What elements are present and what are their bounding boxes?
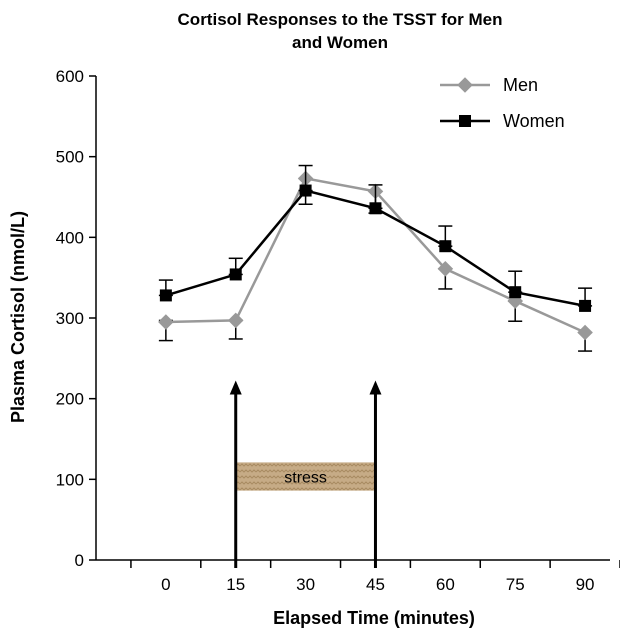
stress-arrow-head	[369, 380, 382, 395]
data-point	[369, 202, 382, 215]
data-point	[509, 286, 522, 299]
chart-title: Cortisol Responses to the TSST for Men	[178, 10, 503, 29]
stress-arrow-head	[229, 380, 242, 395]
legend-marker-men	[457, 77, 473, 93]
legend-label-women: Women	[503, 111, 565, 131]
x-tick-label: 90	[576, 575, 595, 594]
data-point	[227, 312, 244, 329]
x-tick-label: 60	[436, 575, 455, 594]
x-ticks: 0 15 30 45 60 75 90	[130, 560, 620, 594]
y-tick-label: 600	[56, 67, 84, 86]
legend-marker-women	[459, 115, 471, 127]
data-point	[299, 184, 312, 197]
legend: Men Women	[440, 75, 565, 131]
y-tick-label: 300	[56, 309, 84, 328]
y-tick-label: 200	[56, 390, 84, 409]
data-point	[579, 299, 592, 312]
annotations: stress	[229, 380, 382, 568]
y-tick-label: 400	[56, 228, 84, 247]
x-tick-label: 45	[366, 575, 385, 594]
data-point	[577, 324, 593, 341]
y-axis-label: Plasma Cortisol (nmol/L)	[8, 211, 28, 423]
stress-label: stress	[284, 470, 327, 487]
chart-title-line2: and Women	[292, 33, 388, 52]
legend-label-men: Men	[503, 75, 538, 95]
series-layer	[158, 164, 593, 352]
stress-band	[235, 462, 376, 491]
data-point	[159, 289, 172, 302]
series-women	[158, 164, 593, 312]
y-tick-label: 500	[56, 148, 84, 167]
data-point	[229, 268, 242, 281]
x-tick-label: 75	[506, 575, 525, 594]
data-point	[439, 240, 452, 253]
x-tick-label: 15	[226, 575, 245, 594]
x-tick-label: 30	[296, 575, 315, 594]
y-ticks: 0 100 200 300 400 500 600	[56, 67, 96, 570]
x-axis-label: Elapsed Time (minutes)	[273, 608, 475, 628]
x-tick-label: 0	[161, 575, 170, 594]
y-tick-label: 100	[56, 470, 84, 489]
y-tick-label: 0	[75, 551, 84, 570]
data-point	[158, 314, 174, 330]
